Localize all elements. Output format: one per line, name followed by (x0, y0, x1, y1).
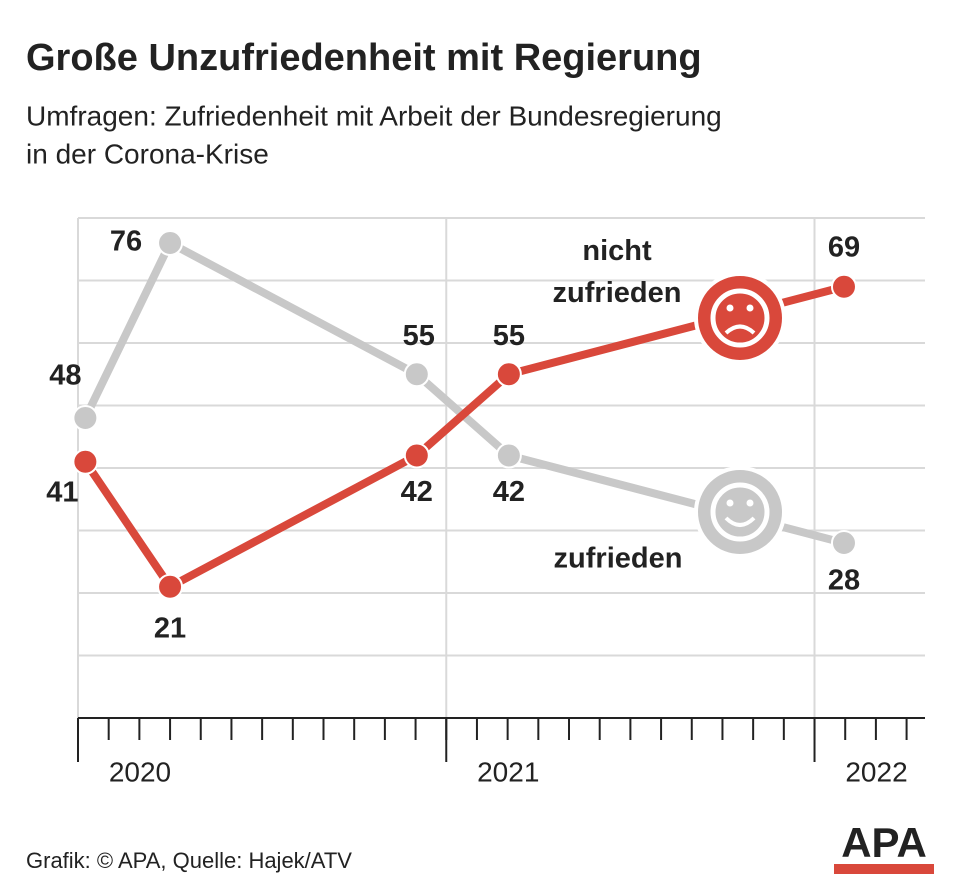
eye (726, 304, 734, 312)
data-label: 41 (46, 476, 78, 508)
eye (746, 304, 754, 312)
data-point (157, 573, 184, 600)
unhappy-icon (694, 272, 786, 364)
x-tick-label: 2021 (477, 756, 539, 787)
x-tick-label: 2020 (109, 756, 171, 787)
series-label: nicht zufrieden (553, 235, 682, 309)
data-label: 21 (154, 612, 186, 644)
data-label: 42 (493, 476, 525, 508)
logo: APA (841, 819, 927, 866)
series-label: zufrieden (554, 543, 683, 575)
x-tick-label: 2022 (845, 756, 907, 787)
data-label: 55 (403, 320, 435, 352)
eye (746, 499, 754, 507)
data-point (72, 405, 99, 431)
data-label: 48 (49, 360, 81, 392)
chart-subtitle: in der Corona-Krise (26, 138, 269, 169)
smile (724, 516, 756, 527)
frown (724, 324, 756, 335)
chart-subtitle: Umfragen: Zufriedenheit mit Arbeit der B… (26, 100, 722, 131)
data-label: 76 (110, 226, 142, 258)
data-label: 55 (493, 320, 525, 352)
data-label: 69 (828, 231, 860, 263)
happy-face (710, 482, 770, 542)
data-point (72, 448, 99, 475)
chart-title: Große Unzufriedenheit mit Regierung (26, 37, 702, 79)
logo-bar (834, 864, 934, 874)
data-point (495, 442, 522, 469)
icons (694, 272, 786, 558)
data-point (830, 273, 857, 300)
grid (77, 217, 925, 762)
data-point (157, 230, 184, 256)
data-label: 28 (828, 565, 860, 597)
data-point (830, 530, 857, 556)
data-point (403, 361, 430, 388)
data-point (403, 442, 430, 469)
eye (726, 499, 734, 507)
happy-icon (694, 466, 786, 558)
unhappy-face (710, 288, 770, 348)
data-label: 42 (401, 476, 433, 508)
data-point (495, 361, 522, 388)
source: Grafik: © APA, Quelle: Hajek/ATV (26, 848, 352, 873)
